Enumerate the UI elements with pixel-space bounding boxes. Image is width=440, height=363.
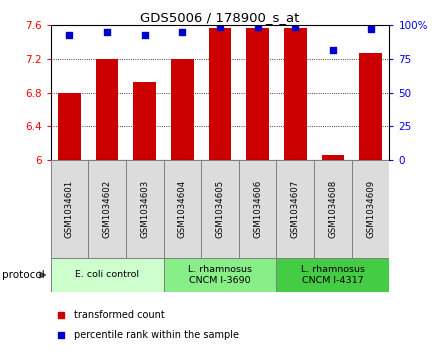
Point: [103, 29, 110, 35]
Text: E. coli control: E. coli control: [75, 270, 139, 280]
Text: GSM1034603: GSM1034603: [140, 180, 149, 238]
Point: [292, 24, 299, 30]
Bar: [164, 160, 201, 258]
Title: GDS5006 / 178900_s_at: GDS5006 / 178900_s_at: [140, 11, 300, 24]
Text: GSM1034606: GSM1034606: [253, 180, 262, 238]
Bar: [284, 28, 307, 160]
Text: transformed count: transformed count: [74, 310, 165, 319]
Bar: [96, 59, 118, 160]
Bar: [322, 155, 344, 160]
Point: [57, 333, 64, 338]
Point: [57, 311, 64, 317]
Text: percentile rank within the sample: percentile rank within the sample: [74, 330, 239, 340]
Bar: [171, 59, 194, 160]
Bar: [133, 82, 156, 160]
Point: [179, 29, 186, 35]
Point: [330, 47, 337, 53]
Point: [66, 32, 73, 38]
Bar: [359, 53, 382, 160]
Bar: [201, 160, 239, 258]
Point: [254, 24, 261, 30]
Text: L. rhamnosus
CNCM I-3690: L. rhamnosus CNCM I-3690: [188, 265, 252, 285]
Bar: [126, 160, 164, 258]
Bar: [314, 160, 352, 258]
Text: GSM1034605: GSM1034605: [216, 180, 224, 238]
Bar: [51, 258, 164, 292]
Bar: [352, 160, 389, 258]
Bar: [209, 28, 231, 160]
Text: GSM1034608: GSM1034608: [328, 180, 337, 238]
Text: GSM1034602: GSM1034602: [103, 180, 112, 238]
Text: GSM1034609: GSM1034609: [366, 180, 375, 238]
Text: GSM1034607: GSM1034607: [291, 180, 300, 238]
Bar: [58, 93, 81, 160]
Bar: [276, 258, 389, 292]
Bar: [88, 160, 126, 258]
Bar: [276, 160, 314, 258]
Point: [216, 24, 224, 30]
Text: L. rhamnosus
CNCM I-4317: L. rhamnosus CNCM I-4317: [301, 265, 365, 285]
Point: [141, 32, 148, 38]
Bar: [51, 160, 88, 258]
Bar: [239, 160, 276, 258]
Text: GSM1034604: GSM1034604: [178, 180, 187, 238]
Point: [367, 26, 374, 32]
Bar: [164, 258, 276, 292]
Text: GSM1034601: GSM1034601: [65, 180, 74, 238]
Bar: [246, 28, 269, 160]
Text: protocol: protocol: [2, 270, 45, 280]
